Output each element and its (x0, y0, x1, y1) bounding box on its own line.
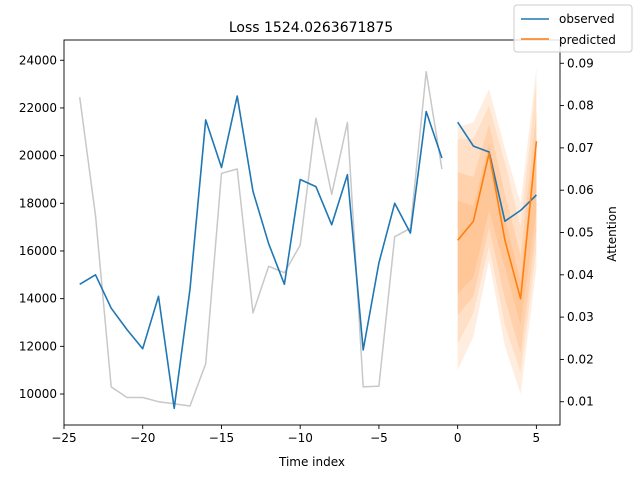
y-tick-label: 16000 (19, 244, 57, 258)
x-tick-label: 5 (533, 431, 541, 445)
legend-label-observed: observed (559, 12, 615, 26)
y2-axis-label: Attention (605, 206, 619, 261)
y2-tick-label: 0.08 (567, 99, 594, 113)
x-axis-label: Time index (278, 455, 345, 469)
chart-title: Loss 1524.0263671875 (229, 20, 393, 36)
predicted-line (457, 141, 538, 300)
y-tick-label: 14000 (19, 292, 57, 306)
legend-label-predicted: predicted (559, 33, 616, 47)
y2-tick-label: 0.07 (567, 141, 594, 155)
x-tick-label: 0 (454, 431, 462, 445)
y2-tick-label: 0.02 (567, 352, 594, 366)
prediction-band-1 (457, 134, 537, 325)
prediction-band-2 (457, 112, 537, 354)
observed-line-segment-1 (79, 95, 443, 410)
y-tick-label: 18000 (19, 196, 57, 210)
x-tick-label: −15 (209, 431, 234, 445)
axes: −25 −20 −15 −10 −5 0 5 10000 12000 14000 16000 1800… (19, 39, 594, 445)
y-tick-label: 12000 (19, 339, 57, 353)
y2-tick-label: 0.06 (567, 183, 594, 197)
series-lines (78, 70, 538, 410)
y2-tick-label: 0.03 (567, 310, 594, 324)
x-tick-label: −5 (370, 431, 388, 445)
x-tick-label: −10 (288, 431, 313, 445)
x-tick-label: −25 (51, 431, 76, 445)
legend: observed predicted (513, 4, 633, 53)
x-tick-label: −20 (130, 431, 155, 445)
y2-tick-label: 0.05 (567, 226, 594, 240)
y2-tick-label: 0.09 (567, 56, 594, 70)
prediction-band-4 (457, 67, 537, 395)
attention-line (78, 70, 443, 407)
y2-tick-label: 0.01 (567, 395, 594, 409)
observed-line-segment-2 (457, 121, 537, 222)
y-tick-label: 10000 (19, 387, 57, 401)
y-tick-label: 20000 (19, 149, 57, 163)
legend-box (513, 4, 633, 53)
prediction-band-3 (457, 81, 537, 373)
y-tick-label: 24000 (19, 53, 57, 67)
prediction-bands (457, 67, 537, 395)
y-tick-label: 22000 (19, 101, 57, 115)
y2-tick-label: 0.04 (567, 268, 594, 282)
